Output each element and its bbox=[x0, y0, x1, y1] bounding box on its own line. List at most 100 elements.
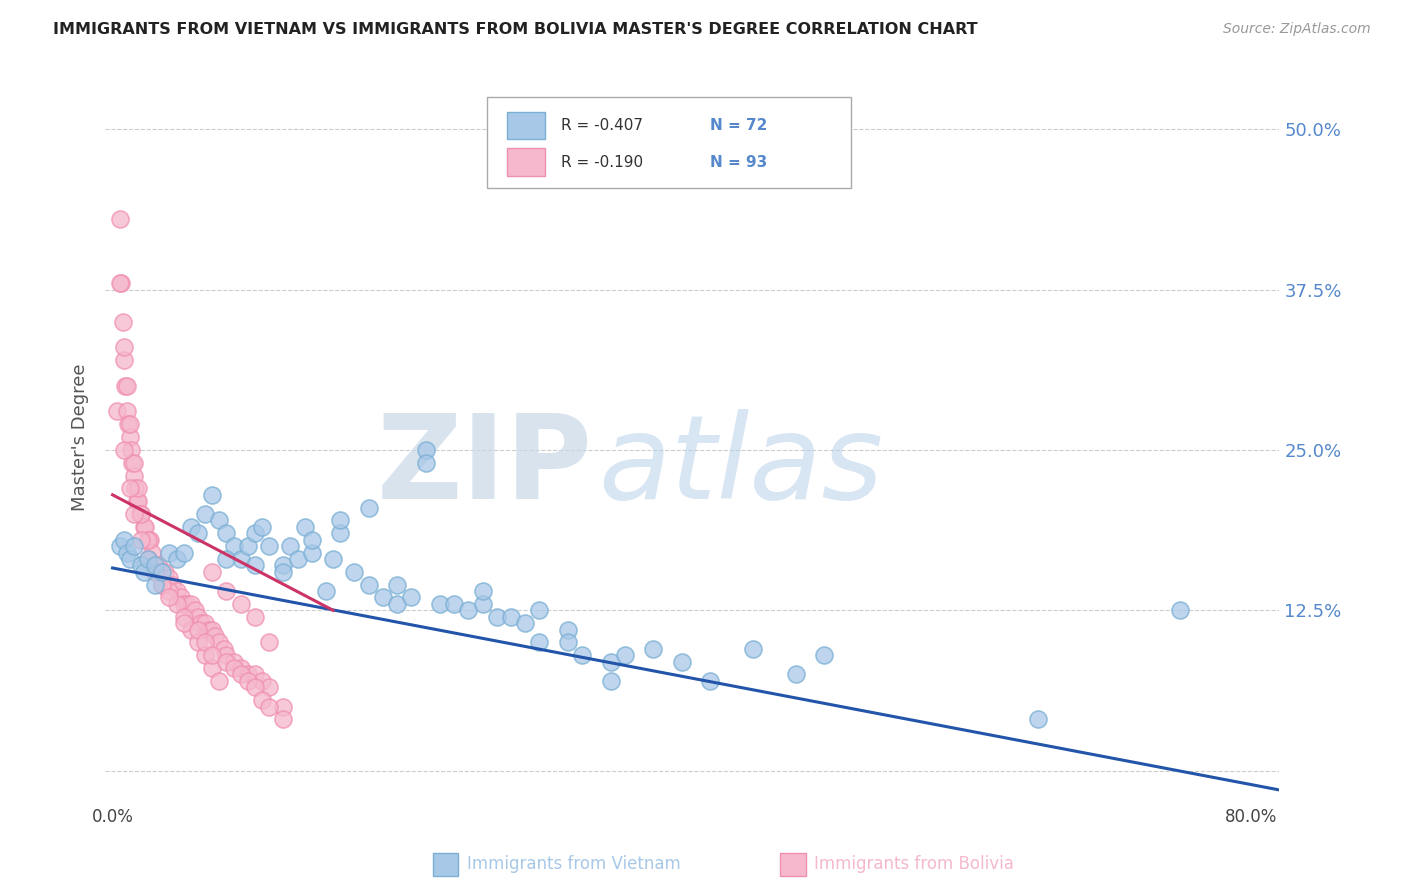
Point bbox=[322, 552, 344, 566]
Point bbox=[385, 577, 408, 591]
Point bbox=[117, 417, 139, 432]
Point bbox=[257, 699, 280, 714]
Point bbox=[243, 558, 266, 573]
FancyBboxPatch shape bbox=[508, 112, 544, 139]
Point bbox=[194, 507, 217, 521]
Y-axis label: Master's Degree: Master's Degree bbox=[72, 363, 90, 511]
Text: R = -0.190: R = -0.190 bbox=[561, 154, 643, 169]
Point bbox=[118, 552, 141, 566]
Point bbox=[170, 591, 193, 605]
Point bbox=[122, 468, 145, 483]
Point bbox=[146, 558, 169, 573]
Point bbox=[529, 635, 551, 649]
Point bbox=[108, 539, 131, 553]
Point bbox=[215, 648, 238, 663]
Point bbox=[150, 577, 173, 591]
Point bbox=[159, 584, 181, 599]
Point bbox=[173, 616, 195, 631]
Point bbox=[273, 558, 295, 573]
Point bbox=[301, 533, 323, 547]
Point bbox=[204, 629, 226, 643]
Point bbox=[243, 681, 266, 695]
Point bbox=[120, 442, 142, 457]
Point bbox=[243, 609, 266, 624]
Point bbox=[471, 584, 494, 599]
Point bbox=[141, 545, 163, 559]
Point bbox=[557, 635, 579, 649]
Point bbox=[443, 597, 465, 611]
Point bbox=[118, 417, 141, 432]
Point bbox=[699, 673, 721, 688]
Point bbox=[215, 552, 238, 566]
Point bbox=[187, 623, 209, 637]
Point bbox=[671, 655, 693, 669]
Point bbox=[222, 539, 245, 553]
Point bbox=[529, 603, 551, 617]
Point bbox=[194, 635, 217, 649]
Point bbox=[215, 584, 238, 599]
Point bbox=[108, 211, 131, 226]
Point bbox=[343, 565, 366, 579]
Point bbox=[176, 597, 198, 611]
Point bbox=[229, 667, 252, 681]
Point bbox=[201, 488, 224, 502]
Point bbox=[127, 494, 149, 508]
Point bbox=[112, 340, 135, 354]
Point bbox=[118, 430, 141, 444]
Point bbox=[415, 442, 437, 457]
Point bbox=[294, 520, 316, 534]
Point bbox=[471, 597, 494, 611]
Point bbox=[121, 456, 143, 470]
Point bbox=[257, 681, 280, 695]
Point bbox=[250, 673, 273, 688]
Point bbox=[155, 565, 177, 579]
Point bbox=[122, 456, 145, 470]
Point bbox=[108, 276, 131, 290]
Point bbox=[257, 539, 280, 553]
Text: atlas: atlas bbox=[599, 409, 883, 524]
Point bbox=[129, 533, 152, 547]
Text: Source: ZipAtlas.com: Source: ZipAtlas.com bbox=[1223, 22, 1371, 37]
Point bbox=[371, 591, 394, 605]
Point bbox=[208, 673, 231, 688]
Point bbox=[143, 558, 166, 573]
Point bbox=[557, 623, 579, 637]
Point bbox=[315, 584, 337, 599]
Point bbox=[280, 539, 302, 553]
Point bbox=[166, 597, 188, 611]
Point bbox=[243, 667, 266, 681]
Point bbox=[122, 539, 145, 553]
Point bbox=[236, 667, 259, 681]
Point bbox=[180, 623, 202, 637]
Point bbox=[105, 404, 128, 418]
Point bbox=[111, 315, 134, 329]
Point bbox=[166, 584, 188, 599]
Point bbox=[150, 565, 173, 579]
Point bbox=[125, 494, 148, 508]
Point bbox=[118, 482, 141, 496]
Point bbox=[136, 552, 159, 566]
Point bbox=[194, 616, 217, 631]
Point bbox=[499, 609, 522, 624]
Point bbox=[115, 378, 138, 392]
Point bbox=[250, 693, 273, 707]
Point bbox=[222, 655, 245, 669]
FancyBboxPatch shape bbox=[486, 97, 851, 188]
Point bbox=[162, 577, 184, 591]
Point bbox=[250, 520, 273, 534]
Point bbox=[201, 623, 224, 637]
Point bbox=[138, 533, 160, 547]
Point bbox=[143, 558, 166, 573]
Text: R = -0.407: R = -0.407 bbox=[561, 118, 643, 133]
Point bbox=[229, 552, 252, 566]
Point bbox=[159, 591, 181, 605]
Point bbox=[132, 520, 155, 534]
Point bbox=[112, 442, 135, 457]
Point bbox=[128, 507, 150, 521]
Point bbox=[229, 661, 252, 675]
Point bbox=[180, 597, 202, 611]
Point bbox=[742, 641, 765, 656]
Point bbox=[129, 558, 152, 573]
Text: N = 72: N = 72 bbox=[710, 118, 768, 133]
Point bbox=[166, 552, 188, 566]
